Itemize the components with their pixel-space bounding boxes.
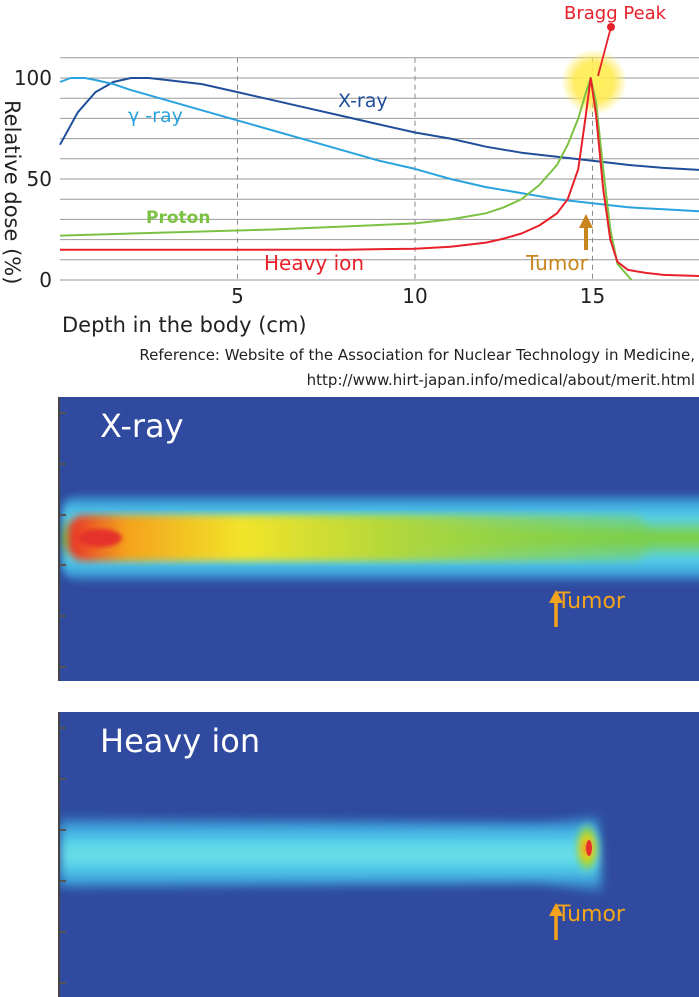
panel-axis-tick [60, 564, 66, 567]
y-tick-label: 50 [27, 167, 52, 191]
dose-depth-chart: 5 10 15 0 50 100 X-ray γ -ray Proton Heavy io… [0, 3, 699, 337]
panel-axis-tick [60, 615, 66, 618]
series-label-xray: X-ray [338, 90, 388, 112]
panel-axis-tick [60, 727, 66, 729]
reference-caption-line2: http://www.hirt-japan.info/medical/about… [306, 371, 695, 389]
panel-axis-heavy-ion [58, 712, 60, 997]
tumor-marker-xray: Tumor [546, 589, 636, 627]
panel-axis-xray [58, 397, 60, 681]
series-line-heavy-ion [60, 77, 699, 277]
panel-axis-tick [60, 829, 66, 831]
bragg-peak-leader [597, 26, 612, 77]
tumor-marker-heavy-ion: Tumor [546, 902, 636, 940]
tumor-label-heavy-ion: Tumor [557, 902, 625, 927]
panel-axis-tick [60, 880, 66, 882]
tick-labels: 5 10 15 0 50 100 [14, 66, 605, 308]
panel-axis-tick [60, 666, 66, 668]
panel-title-heavy-ion: Heavy ion [100, 722, 261, 760]
heavy-ion-dose-panel: Heavy ion Tumor [60, 712, 699, 997]
series-label-gamma: γ -ray [128, 105, 183, 127]
panel-axis-tick [60, 982, 66, 984]
y-tick-label: 0 [39, 268, 52, 292]
xray-dose-panel: X-ray Tumor [60, 397, 699, 681]
bragg-peak-dot [607, 23, 615, 31]
bragg-peak-label: Bragg Peak [564, 3, 667, 24]
tumor-arrow-icon [579, 214, 593, 250]
series-line-x-ray [59, 77, 699, 171]
panel-axis-tick [60, 778, 66, 780]
tumor-label-chart: Tumor [525, 251, 589, 275]
reference-caption-line1: Reference: Website of the Association fo… [139, 346, 695, 364]
series-layer [59, 77, 699, 281]
panel-axis-tick [60, 412, 66, 414]
series-label-proton: Proton [146, 208, 210, 228]
xray-dose-map [60, 397, 699, 681]
y-tick-label: 100 [14, 66, 52, 90]
bragg-peak-glow [561, 49, 627, 115]
heavy-ion-dose-map [60, 712, 699, 997]
x-axis-title: Depth in the body (cm) [62, 313, 307, 337]
tumor-arrow-icon [549, 590, 563, 627]
tumor-arrow-icon [549, 903, 563, 940]
tumor-label-xray: Tumor [557, 589, 625, 614]
x-tick-label: 10 [402, 284, 427, 308]
panel-axis-tick [60, 462, 66, 465]
series-line-proton [59, 77, 633, 281]
x-tick-label: 5 [231, 284, 244, 308]
y-axis-title: Relative dose (%) [0, 100, 24, 284]
panel-axis-tick [60, 513, 66, 516]
panel-title-xray: X-ray [100, 407, 184, 445]
panel-axis-tick [60, 931, 66, 933]
series-line--ray [59, 77, 699, 213]
x-tick-label: 15 [580, 284, 605, 308]
series-label-heavy-ion: Heavy ion [264, 251, 364, 275]
